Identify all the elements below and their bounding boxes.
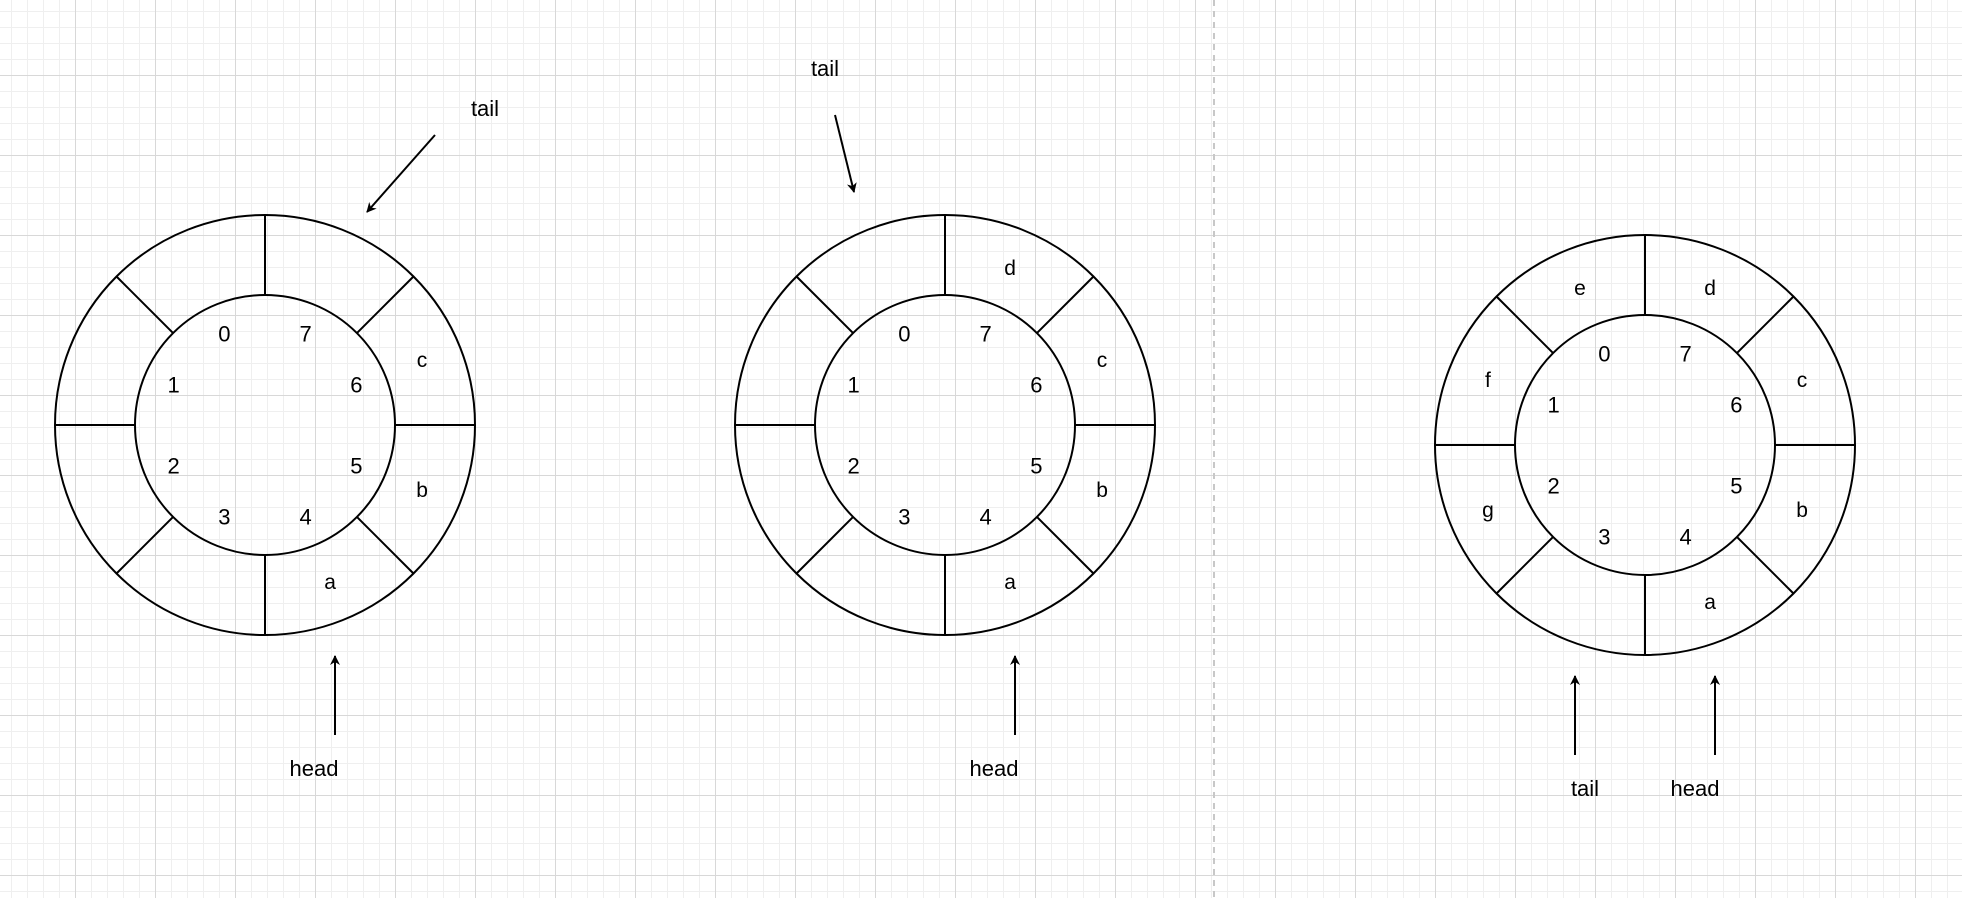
slot-divider xyxy=(1036,275,1095,334)
slot-divider xyxy=(356,516,415,575)
slot-value-7: d xyxy=(1004,257,1016,280)
head-pointer-label: head xyxy=(970,756,1019,781)
slot-value-7: d xyxy=(1704,277,1716,300)
slot-value-1: f xyxy=(1485,369,1491,392)
slot-value-6: c xyxy=(417,349,428,372)
slot-index-4: 4 xyxy=(1680,524,1692,549)
slot-index-7: 7 xyxy=(300,322,312,347)
slot-divider xyxy=(1495,295,1554,354)
slot-index-1: 1 xyxy=(168,372,180,397)
inner-ring xyxy=(814,294,1076,556)
tail-pointer-arrow xyxy=(834,114,857,193)
slot-divider xyxy=(115,516,174,575)
slot-index-2: 2 xyxy=(1548,474,1560,499)
slot-index-0: 0 xyxy=(898,322,910,347)
slot-index-3: 3 xyxy=(1598,524,1610,549)
slot-divider xyxy=(1036,516,1095,575)
slot-index-4: 4 xyxy=(980,504,992,529)
slot-value-6: c xyxy=(1097,349,1108,372)
slot-divider xyxy=(115,275,174,334)
slot-index-0: 0 xyxy=(218,322,230,347)
slot-value-2: g xyxy=(1482,499,1494,522)
slot-index-5: 5 xyxy=(1730,474,1742,499)
slot-divider xyxy=(795,516,854,575)
slot-value-5: b xyxy=(1796,499,1808,522)
slot-divider xyxy=(1736,295,1795,354)
slot-index-7: 7 xyxy=(980,322,992,347)
slot-value-4: a xyxy=(324,571,336,594)
slot-value-4: a xyxy=(1004,571,1016,594)
ring-buffer-diagram-3: e f g a b c d 0 1 2 3 4 5 6 7 tail head xyxy=(1434,234,1856,801)
slot-index-4: 4 xyxy=(300,504,312,529)
head-pointer-label: head xyxy=(290,756,339,781)
slot-index-6: 6 xyxy=(1730,392,1742,417)
slot-index-1: 1 xyxy=(848,372,860,397)
ring-buffer-diagram-1: a b c 0 1 2 3 4 5 6 7 tail head xyxy=(54,96,499,781)
inner-ring xyxy=(134,294,396,556)
slot-index-6: 6 xyxy=(350,372,362,397)
head-pointer-label: head xyxy=(1671,776,1720,801)
slot-index-3: 3 xyxy=(218,504,230,529)
slot-divider xyxy=(1736,536,1795,595)
tail-pointer-arrow xyxy=(366,134,436,213)
slot-index-1: 1 xyxy=(1548,392,1560,417)
slot-index-5: 5 xyxy=(1030,454,1042,479)
slot-value-0: e xyxy=(1574,277,1586,300)
slot-divider xyxy=(795,275,854,334)
slot-value-4: a xyxy=(1704,591,1716,614)
slot-divider xyxy=(1495,536,1554,595)
ring-buffer-diagram-2: a b c d 0 1 2 3 4 5 6 7 tail head xyxy=(734,56,1156,781)
slot-index-2: 2 xyxy=(168,454,180,479)
tail-pointer-label: tail xyxy=(471,96,499,121)
slot-value-5: b xyxy=(1096,479,1108,502)
inner-ring xyxy=(1514,314,1776,576)
slot-index-6: 6 xyxy=(1030,372,1042,397)
slot-value-5: b xyxy=(416,479,428,502)
slot-divider xyxy=(356,275,415,334)
tail-pointer-label: tail xyxy=(811,56,839,81)
tail-pointer-label: tail xyxy=(1571,776,1599,801)
slot-index-0: 0 xyxy=(1598,342,1610,367)
slot-index-5: 5 xyxy=(350,454,362,479)
slot-index-2: 2 xyxy=(848,454,860,479)
slot-value-6: c xyxy=(1797,369,1808,392)
slot-index-7: 7 xyxy=(1680,342,1692,367)
slot-index-3: 3 xyxy=(898,504,910,529)
